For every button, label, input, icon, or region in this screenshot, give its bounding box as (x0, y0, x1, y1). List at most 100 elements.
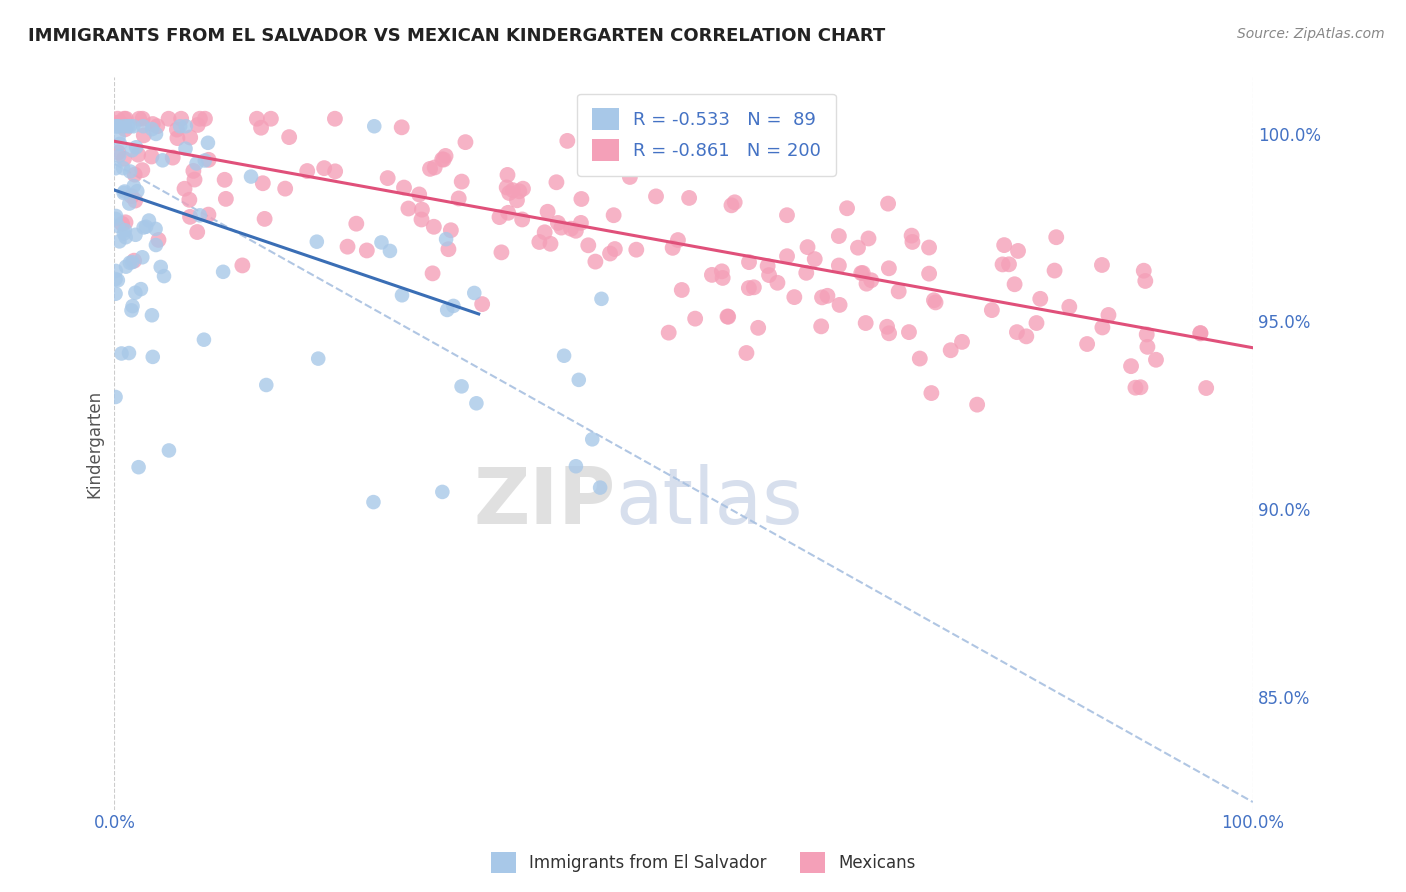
Point (450, 379, 472, 393)
Point (356, 244, 378, 258)
Point (817, 289, 839, 303)
Point (950, 334, 973, 349)
Point (666, 233, 689, 247)
Text: ZIP: ZIP (472, 464, 616, 540)
Point (908, 351, 931, 366)
Point (179, 193, 201, 207)
Point (104, 211, 127, 226)
Point (496, 168, 519, 182)
Point (183, 164, 205, 178)
Point (617, 153, 640, 168)
Point (671, 283, 693, 297)
Point (1076, 337, 1098, 351)
Point (118, 120, 141, 134)
Point (370, 235, 392, 250)
Point (396, 202, 419, 216)
Point (179, 130, 201, 145)
Point (118, 346, 141, 360)
Point (512, 182, 534, 196)
Point (108, 149, 131, 163)
Point (852, 266, 875, 280)
Point (966, 398, 988, 412)
Point (724, 195, 747, 210)
Point (876, 319, 898, 334)
Point (441, 299, 464, 313)
Point (758, 268, 780, 282)
Point (1097, 308, 1119, 322)
Point (747, 321, 769, 335)
Point (495, 180, 517, 194)
Point (1005, 325, 1028, 339)
Point (626, 137, 648, 152)
Point (121, 299, 143, 313)
Point (104, 264, 127, 278)
Point (104, 120, 127, 134)
Point (510, 212, 533, 227)
Point (378, 244, 401, 258)
Point (297, 164, 319, 178)
Point (991, 257, 1014, 271)
Point (599, 246, 621, 260)
Point (465, 396, 488, 410)
Point (496, 206, 519, 220)
Point (860, 273, 883, 287)
Point (173, 182, 195, 196)
Point (142, 350, 165, 364)
Point (589, 481, 612, 495)
Point (828, 229, 851, 244)
Point (118, 196, 141, 211)
Point (344, 217, 367, 231)
Point (146, 119, 169, 133)
Point (783, 290, 806, 304)
Point (121, 143, 143, 157)
Point (141, 308, 163, 322)
Point (742, 280, 765, 294)
Point (363, 495, 385, 509)
Point (1043, 263, 1066, 277)
Text: atlas: atlas (616, 464, 803, 540)
Point (1136, 340, 1159, 354)
Point (108, 136, 131, 151)
Point (776, 208, 799, 222)
Point (450, 175, 472, 189)
Point (776, 249, 799, 263)
Point (581, 433, 603, 447)
Point (583, 254, 606, 268)
Point (115, 260, 138, 274)
Point (846, 241, 869, 255)
Point (1136, 327, 1159, 342)
Point (626, 243, 648, 257)
Point (107, 219, 129, 233)
Point (193, 333, 215, 347)
Point (145, 222, 167, 236)
Point (246, 112, 269, 126)
Point (920, 386, 942, 401)
Point (613, 158, 636, 172)
Point (174, 120, 197, 134)
Point (877, 326, 900, 341)
Point (678, 191, 700, 205)
Point (591, 292, 613, 306)
Point (105, 209, 128, 223)
Point (149, 260, 172, 274)
Point (440, 223, 463, 237)
Point (114, 223, 136, 237)
Point (794, 266, 817, 280)
Point (278, 130, 301, 145)
Point (114, 215, 136, 229)
Point (603, 242, 626, 256)
Point (132, 120, 155, 134)
Point (1025, 316, 1047, 330)
Point (212, 265, 235, 279)
Point (169, 120, 191, 134)
Point (152, 153, 174, 168)
Point (918, 240, 941, 254)
Point (498, 186, 520, 200)
Point (252, 176, 274, 190)
Point (811, 290, 834, 304)
Point (188, 112, 211, 126)
Point (411, 202, 433, 217)
Point (145, 238, 167, 252)
Point (305, 235, 328, 249)
Point (1029, 292, 1052, 306)
